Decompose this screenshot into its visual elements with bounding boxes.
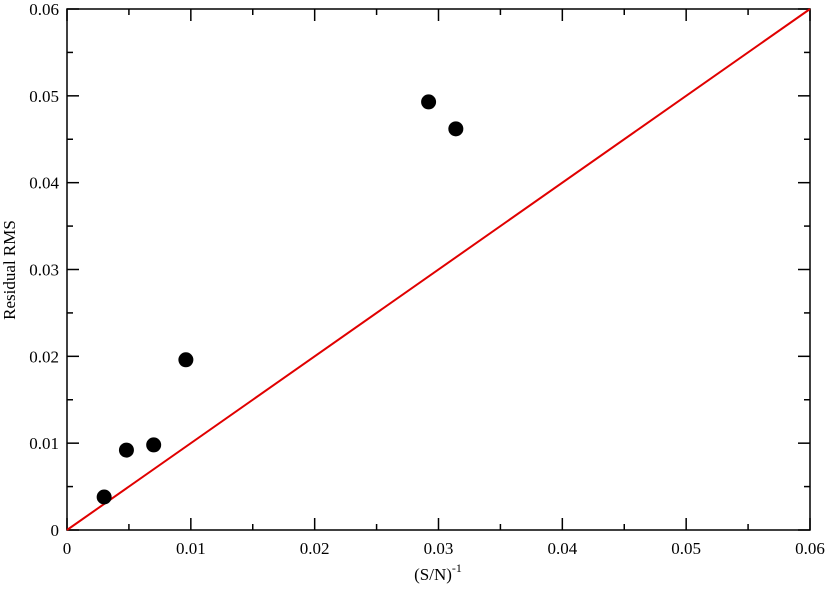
y-axis-label: Residual RMS: [0, 220, 19, 320]
y-tick-label: 0.02: [29, 347, 59, 366]
y-tick-label: 0.04: [29, 174, 59, 193]
x-axis-label: (S/N)-1: [414, 561, 462, 584]
y-tick-label: 0: [51, 521, 60, 540]
x-tick-label: 0.01: [176, 539, 206, 558]
x-axis-label-superscript: -1: [452, 561, 462, 575]
data-point: [146, 437, 162, 453]
x-axis-label-main: (S/N): [414, 565, 452, 584]
reference-line: [66, 8, 811, 531]
x-tick-label: 0.02: [300, 539, 330, 558]
data-point: [118, 442, 134, 458]
y-tick-label: 0.05: [29, 87, 59, 106]
x-tick-label: 0.06: [795, 539, 825, 558]
data-point: [448, 121, 464, 137]
data-point: [421, 94, 437, 110]
y-tick-label: 0.01: [29, 434, 59, 453]
x-tick-label: 0.04: [547, 539, 577, 558]
data-point: [178, 352, 194, 368]
x-tick-label: 0: [63, 539, 72, 558]
data-point: [96, 489, 112, 505]
x-tick-label: 0.03: [424, 539, 454, 558]
y-tick-label: 0.06: [29, 0, 59, 19]
y-tick-label: 0.03: [29, 261, 59, 280]
x-tick-label: 0.05: [671, 539, 701, 558]
